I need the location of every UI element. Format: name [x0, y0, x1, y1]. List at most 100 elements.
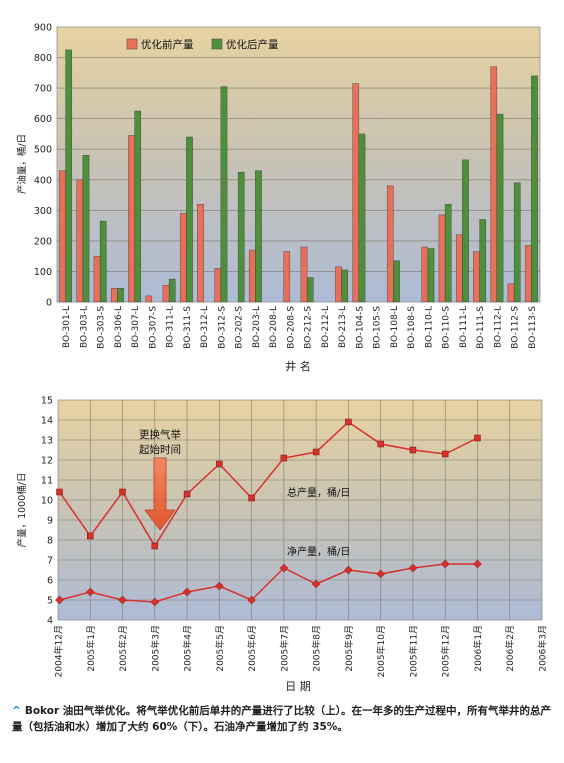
point-total — [87, 532, 94, 540]
point-net — [440, 559, 450, 569]
bar-y-tick-label: 200 — [34, 236, 52, 247]
line-gridlines — [58, 400, 542, 620]
point-total — [216, 460, 223, 468]
bar-before — [455, 234, 463, 303]
bar-x-tick-label: BO-113-S — [528, 306, 538, 349]
bar-y-tick-labels: 0 100 200 300 400 500 600 700 800 900 — [34, 23, 52, 309]
bar-after — [306, 277, 314, 303]
bar-x-tick-label: BO-110-L — [424, 306, 434, 348]
bar-after — [82, 155, 90, 303]
point-total — [409, 446, 417, 454]
bar-before — [145, 295, 153, 303]
point-total — [151, 542, 159, 550]
line-x-tick-label: 2005年3月 — [149, 625, 161, 672]
bar-y-tick-label: 800 — [34, 53, 52, 64]
bar-before — [335, 266, 342, 303]
bar-x-tick-label: BO-208-L — [269, 306, 279, 348]
bar-y-tick-label: 900 — [34, 23, 52, 34]
bar-x-tick-label: BO-112-L — [493, 306, 503, 348]
bar-x-tick-label: BO-203-L — [252, 306, 262, 348]
point-net — [55, 595, 64, 605]
bar-y-tick-label: 400 — [34, 175, 52, 186]
annotation-text-line1: 更换气举 — [139, 428, 181, 441]
line-y-axis-label: 产量，1000桶/日 — [16, 473, 28, 548]
point-net — [376, 569, 386, 579]
bar-x-tick-label: BO-306-L — [114, 306, 124, 348]
line-x-tick-label: 2005年6月 — [246, 625, 258, 672]
bar-before — [524, 245, 532, 303]
bar-y-tick-label: 700 — [34, 84, 52, 95]
bar-x-tick-label: BO-105-S — [373, 306, 383, 349]
bar-after — [237, 171, 245, 303]
bar-after — [99, 220, 107, 303]
bar-y-tick-label: 0 — [46, 298, 52, 309]
bar-before — [179, 213, 187, 303]
point-net — [247, 595, 256, 605]
point-net — [214, 581, 224, 591]
bar-x-tick-label: BO-208-S — [286, 306, 296, 349]
bar-before — [386, 185, 394, 303]
annotation-text-line2: 起始时间 — [139, 443, 181, 456]
bar-x-tick-label: BO-111-L — [459, 306, 469, 348]
bar-x-tick-label: BO-307-L — [131, 306, 141, 348]
line-x-axis-label: 日 期 — [285, 680, 311, 693]
line-x-tick-label: 2005年2月 — [117, 625, 129, 672]
bar-x-tick-label: BO-312-L — [200, 306, 210, 348]
point-total — [377, 440, 384, 448]
point-total — [474, 434, 481, 442]
bar-after — [117, 288, 124, 303]
line-y-tick-label: 13 — [41, 436, 53, 447]
bar-x-tick-label: BO-104-S — [355, 306, 365, 349]
line-y-tick-label: 11 — [41, 476, 53, 487]
line-y-tick-labels: 4 5 6 7 8 9 10 11 12 13 14 15 — [41, 396, 53, 627]
line-x-tick-label: 2006年1月 — [472, 625, 484, 672]
bar-before — [473, 251, 480, 303]
bar-after — [531, 75, 538, 303]
line-y-tick-label: 15 — [41, 396, 53, 407]
bar-after — [168, 278, 176, 303]
point-net — [85, 587, 95, 597]
bar-x-tick-label: BO-108-L — [390, 306, 400, 348]
bar-before — [507, 283, 515, 303]
series-line-net — [59, 563, 478, 603]
caption-text: Bokor 油田气举优化。将气举优化前后单井的产量进行了比较（上）。在一年多的生… — [12, 705, 552, 733]
point-total — [56, 488, 63, 496]
line-x-tick-label: 2004年12月 — [53, 625, 65, 677]
line-plot-area — [57, 399, 543, 621]
series-line-total — [58, 421, 478, 548]
line-x-tick-label: 2005年12月 — [440, 625, 452, 677]
bar-x-tick-label: BO-311-L — [166, 306, 176, 348]
line-x-tick-label: 2005年9月 — [343, 625, 355, 672]
line-x-tick-label: 2005年11月 — [407, 625, 419, 677]
bar-before — [352, 83, 360, 303]
line-y-tick-label: 8 — [47, 536, 53, 547]
point-total — [183, 490, 191, 498]
bar-before — [490, 66, 498, 303]
bar-after — [134, 110, 142, 303]
point-net — [311, 579, 321, 589]
line-y-tick-label: 4 — [47, 616, 53, 627]
bar-after — [462, 159, 469, 303]
legend-swatch-before — [126, 38, 138, 50]
bar-x-tick-label: BO-301-L — [62, 306, 72, 348]
bar-after — [513, 182, 521, 303]
point-net — [182, 587, 192, 597]
figure-caption: ^ Bokor 油田气举优化。将气举优化前后单井的产量进行了比较（上）。在一年多的… — [12, 703, 552, 735]
line-x-tick-label: 2005年5月 — [214, 625, 226, 672]
bar-x-tick-label: BO-213-L — [338, 306, 348, 348]
bar-legend: 优化前产量 优化后产量 — [126, 38, 279, 51]
bar-before — [59, 170, 66, 303]
bar-x-tick-label: BO-202-S — [235, 306, 245, 349]
bar-after — [220, 86, 228, 303]
line-y-tick-label: 6 — [47, 576, 53, 587]
series-label-net: 净产量，桶/日 — [287, 545, 350, 558]
point-total — [248, 494, 255, 502]
point-net — [279, 563, 289, 573]
line-x-tick-labels: 2004年12月 2005年1月 2005年2月 2005年3月 2005年4月 2005… — [53, 625, 549, 677]
legend-label-after: 优化后产量 — [226, 38, 279, 51]
line-y-tick-label: 10 — [41, 496, 53, 507]
bar-after — [255, 170, 262, 303]
series-label-total: 总产量，桶/日 — [287, 486, 350, 499]
